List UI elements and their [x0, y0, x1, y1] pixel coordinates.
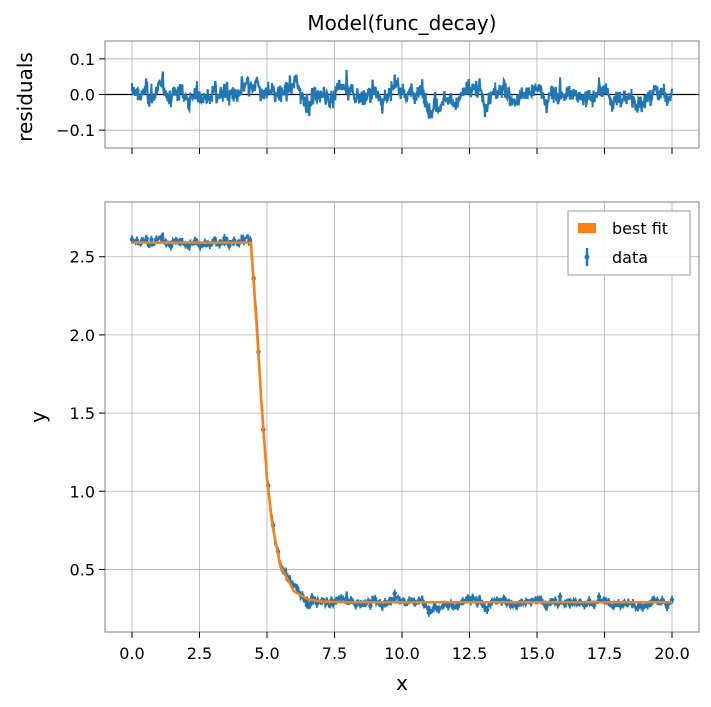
- data-point: [455, 604, 461, 609]
- main-y-tick-label: 2.0: [70, 326, 95, 345]
- chart-title: Model(func_decay): [307, 11, 496, 35]
- main-y-tick-label: 2.5: [70, 248, 95, 267]
- data-point: [338, 595, 344, 601]
- main-y-tick-label: 1.0: [70, 482, 95, 501]
- data-point: [168, 244, 174, 249]
- data-point: [446, 604, 451, 609]
- data-point: [582, 603, 587, 608]
- legend-box: [567, 210, 691, 276]
- legend: best fit data: [567, 210, 691, 276]
- data-point: [664, 605, 670, 610]
- data-point: [611, 603, 616, 609]
- data-point: [144, 236, 149, 241]
- residuals-panel: Model(func_decay) 0.1 0.0 −0.1 residuals: [13, 11, 700, 154]
- main-x-tick-label: 5.0: [254, 644, 279, 663]
- legend-label-best-fit: best fit: [612, 219, 668, 238]
- residuals-y-tick-label: −0.1: [56, 121, 95, 140]
- data-point: [373, 596, 378, 602]
- data-point: [309, 594, 315, 600]
- data-point: [207, 242, 213, 248]
- data-point: [557, 594, 563, 599]
- main-x-tick-label: 0.0: [119, 644, 144, 663]
- residuals-y-axis-label: residuals: [13, 52, 37, 142]
- data-point: [450, 603, 456, 608]
- data-point: [596, 594, 602, 599]
- data-point: [645, 603, 650, 608]
- data-point: [129, 237, 135, 242]
- data-point: [431, 606, 436, 611]
- main-x-tick-label: 2.5: [187, 644, 212, 663]
- data-point: [441, 603, 446, 608]
- data-point: [392, 591, 397, 596]
- data-point: [426, 610, 431, 616]
- main-x-ticks: 0.0 2.5 5.0 7.5 10.0 12.5 15.0 17.5 20.0: [119, 632, 690, 663]
- data-point: [591, 603, 597, 608]
- residuals-y-tick-label: 0.0: [70, 86, 95, 105]
- data-point: [222, 235, 227, 241]
- main-x-tick-label: 12.5: [452, 644, 488, 663]
- fit-panel: 0.0 2.5 5.0 7.5 10.0 12.5 15.0 17.5 20.0 0.5 1.0 1…: [26, 201, 700, 695]
- data-point: [314, 601, 320, 607]
- data-point: [158, 236, 164, 241]
- main-y-tick-label: 1.5: [70, 404, 95, 423]
- data-point: [353, 603, 358, 608]
- main-y-ticks: 0.5 1.0 1.5 2.0 2.5: [70, 248, 105, 579]
- main-x-tick-label: 20.0: [654, 644, 690, 663]
- y-axis-label: y: [26, 411, 50, 423]
- x-axis-label: x: [396, 671, 408, 695]
- data-point: [227, 243, 232, 248]
- data-point: [538, 597, 543, 603]
- data-point: [149, 237, 154, 242]
- residuals-y-ticks: 0.1 0.0 −0.1: [56, 50, 105, 140]
- data-point: [669, 597, 675, 602]
- data-point: [660, 597, 665, 602]
- data-point: [368, 603, 373, 609]
- main-y-tick-label: 0.5: [70, 560, 95, 579]
- legend-swatch-best-fit: [578, 223, 596, 233]
- main-x-tick-label: 7.5: [322, 644, 347, 663]
- data-point: [295, 586, 300, 592]
- main-x-tick-label: 15.0: [519, 644, 555, 663]
- data-point: [640, 605, 646, 611]
- main-x-tick-label: 17.5: [587, 644, 623, 663]
- legend-label-data: data: [612, 248, 648, 267]
- data-point: [635, 605, 641, 610]
- residuals-data: [130, 69, 674, 119]
- residuals-y-tick-label: 0.1: [70, 50, 95, 69]
- data-point: [436, 607, 441, 612]
- data-point: [514, 603, 519, 609]
- main-x-tick-label: 10.0: [384, 644, 420, 663]
- data-point: [154, 237, 159, 242]
- data-point: [197, 244, 203, 249]
- data-point: [484, 607, 490, 613]
- legend-swatch-data: [584, 248, 590, 266]
- residuals-x-ticks: [131, 148, 673, 154]
- data-point: [465, 596, 470, 601]
- best-fit-line: [132, 241, 672, 604]
- data-point: [470, 595, 475, 600]
